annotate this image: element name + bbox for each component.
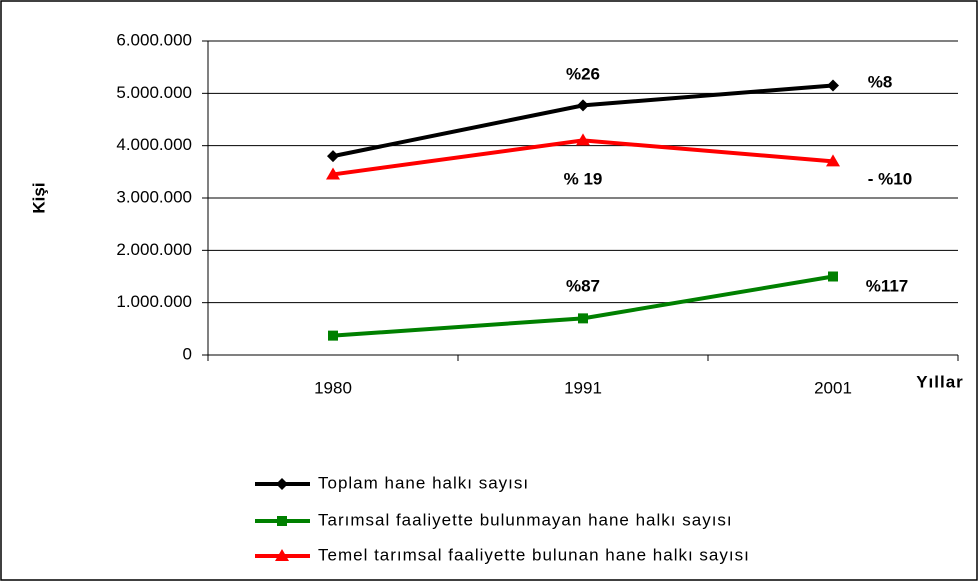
y-tick-label: 3.000.000 — [116, 187, 192, 206]
annotation: % 19 — [564, 169, 603, 188]
annotation: %117 — [866, 276, 909, 295]
legend-marker — [275, 549, 289, 561]
annotation: %26 — [566, 64, 600, 83]
y-tick-label: 1.000.000 — [116, 292, 192, 311]
data-point — [826, 154, 840, 167]
y-tick-label: 0 — [183, 344, 192, 363]
y-tick-label: 4.000.000 — [116, 135, 192, 154]
data-point — [327, 150, 339, 163]
data-point — [827, 79, 839, 92]
data-point — [578, 313, 588, 324]
annotation: %87 — [566, 276, 600, 295]
annotation: - %10 — [868, 169, 912, 188]
y-tick-label: 6.000.000 — [116, 30, 192, 49]
y-tick-label: 2.000.000 — [116, 240, 192, 259]
legend-marker — [276, 478, 288, 490]
annotation: %8 — [868, 72, 893, 91]
legend-label: Toplam hane halkı sayısı — [318, 473, 529, 492]
x-tick-label: 1991 — [564, 378, 602, 397]
data-point — [326, 167, 340, 180]
y-axis-label: Kişi — [29, 182, 48, 213]
y-tick-label: 5.000.000 — [116, 83, 192, 102]
data-point — [828, 271, 838, 282]
data-point — [576, 133, 590, 146]
x-tick-label: 2001 — [814, 378, 852, 397]
legend-label: Tarımsal faaliyette bulunmayan hane halk… — [318, 510, 733, 529]
x-axis-label: Yıllar — [916, 372, 964, 391]
legend-label: Temel tarımsal faaliyette bulunan hane h… — [318, 545, 750, 564]
data-point — [577, 99, 589, 112]
legend-marker — [277, 516, 287, 526]
data-point — [328, 330, 338, 341]
x-tick-label: 1980 — [314, 378, 352, 397]
